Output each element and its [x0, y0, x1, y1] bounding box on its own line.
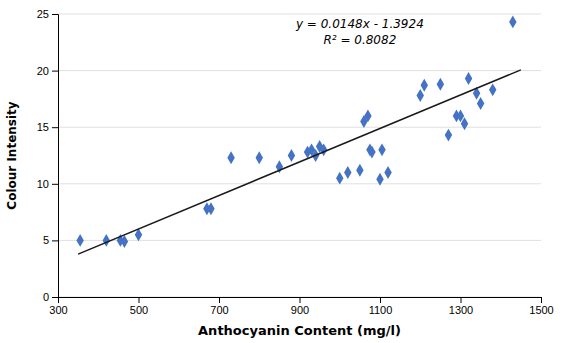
tick: 10 [37, 178, 58, 190]
tick: 0 [43, 291, 58, 303]
tick-label: 0 [43, 291, 49, 303]
chart: 300 500 700 900 1100 1300 1500 0 5 10 15 20 25 y = 0.… [0, 0, 563, 343]
tick: 1300 [449, 297, 473, 316]
point [103, 234, 110, 247]
point [376, 173, 383, 186]
tick: 700 [210, 297, 228, 316]
grid [58, 14, 541, 297]
tick: 15 [37, 121, 58, 133]
tick-label: 25 [37, 8, 49, 20]
tick: 20 [37, 65, 58, 77]
point [368, 146, 375, 159]
tick: 1100 [369, 297, 393, 316]
tick-label: 900 [291, 304, 309, 316]
point [437, 78, 444, 91]
point [76, 234, 83, 247]
tick-label: 300 [49, 304, 67, 316]
point [421, 79, 428, 92]
point [445, 129, 452, 142]
tick: 900 [291, 297, 309, 316]
point [256, 151, 263, 164]
tick-mark [300, 297, 301, 303]
point [417, 89, 424, 102]
annotation-line: R² = 0.8082 [323, 33, 396, 47]
tick-label: 5 [43, 234, 49, 246]
point [336, 172, 343, 185]
annotation: y = 0.0148x - 1.3924 R² = 0.8082 [295, 17, 424, 47]
y-axis-title: Colour Intensity [5, 101, 19, 209]
tick-mark [52, 71, 58, 72]
tick-mark [52, 184, 58, 185]
tick: 1500 [529, 297, 553, 316]
tick-mark [52, 297, 58, 298]
axis-line [52, 15, 59, 298]
tick-label: 1100 [369, 304, 393, 316]
point [489, 83, 496, 96]
axis-line [59, 298, 542, 304]
annotation-line: y = 0.0148x - 1.3924 [295, 17, 424, 31]
plot: 300 500 700 900 1100 1300 1500 0 5 10 15 20 25 y = 0.… [37, 8, 554, 316]
point [461, 117, 468, 130]
grid-line [58, 14, 541, 15]
point [364, 109, 371, 122]
point [384, 166, 391, 179]
tick: 500 [130, 297, 148, 316]
tick: 5 [43, 234, 58, 246]
tick-label: 20 [37, 65, 49, 77]
point [509, 15, 516, 28]
tick-mark [139, 297, 140, 303]
tick-label: 15 [37, 121, 49, 133]
x-axis-title: Anthocyanin Content (mg/l) [198, 323, 401, 338]
point [356, 164, 363, 177]
grid-line [58, 183, 541, 184]
point [227, 151, 234, 164]
tick-mark [52, 127, 58, 128]
grid-line [58, 127, 541, 128]
marks [76, 15, 520, 254]
point [477, 97, 484, 110]
tick-label: 500 [130, 304, 148, 316]
tick-mark [541, 297, 542, 303]
point [344, 166, 351, 179]
tick-mark [52, 14, 58, 15]
tick: 25 [37, 8, 58, 20]
tick-label: 1500 [529, 304, 553, 316]
grid-line [58, 240, 541, 241]
point [378, 143, 385, 156]
tick-mark [380, 297, 381, 303]
trend-line [78, 70, 521, 254]
tick: 300 [49, 297, 67, 316]
tick-mark [461, 297, 462, 303]
point [320, 143, 327, 156]
tick-label: 10 [37, 178, 49, 190]
grid-line [58, 70, 541, 71]
tick-label: 700 [210, 304, 228, 316]
tick-mark [52, 240, 58, 241]
tick-label: 1300 [449, 304, 473, 316]
tick-mark [219, 297, 220, 303]
point [465, 72, 472, 85]
x-axis: 300 500 700 900 1100 1300 1500 [49, 297, 553, 316]
y-axis: 0 5 10 15 20 25 [37, 8, 59, 303]
point [288, 149, 295, 162]
point [121, 235, 128, 248]
point [207, 202, 214, 215]
